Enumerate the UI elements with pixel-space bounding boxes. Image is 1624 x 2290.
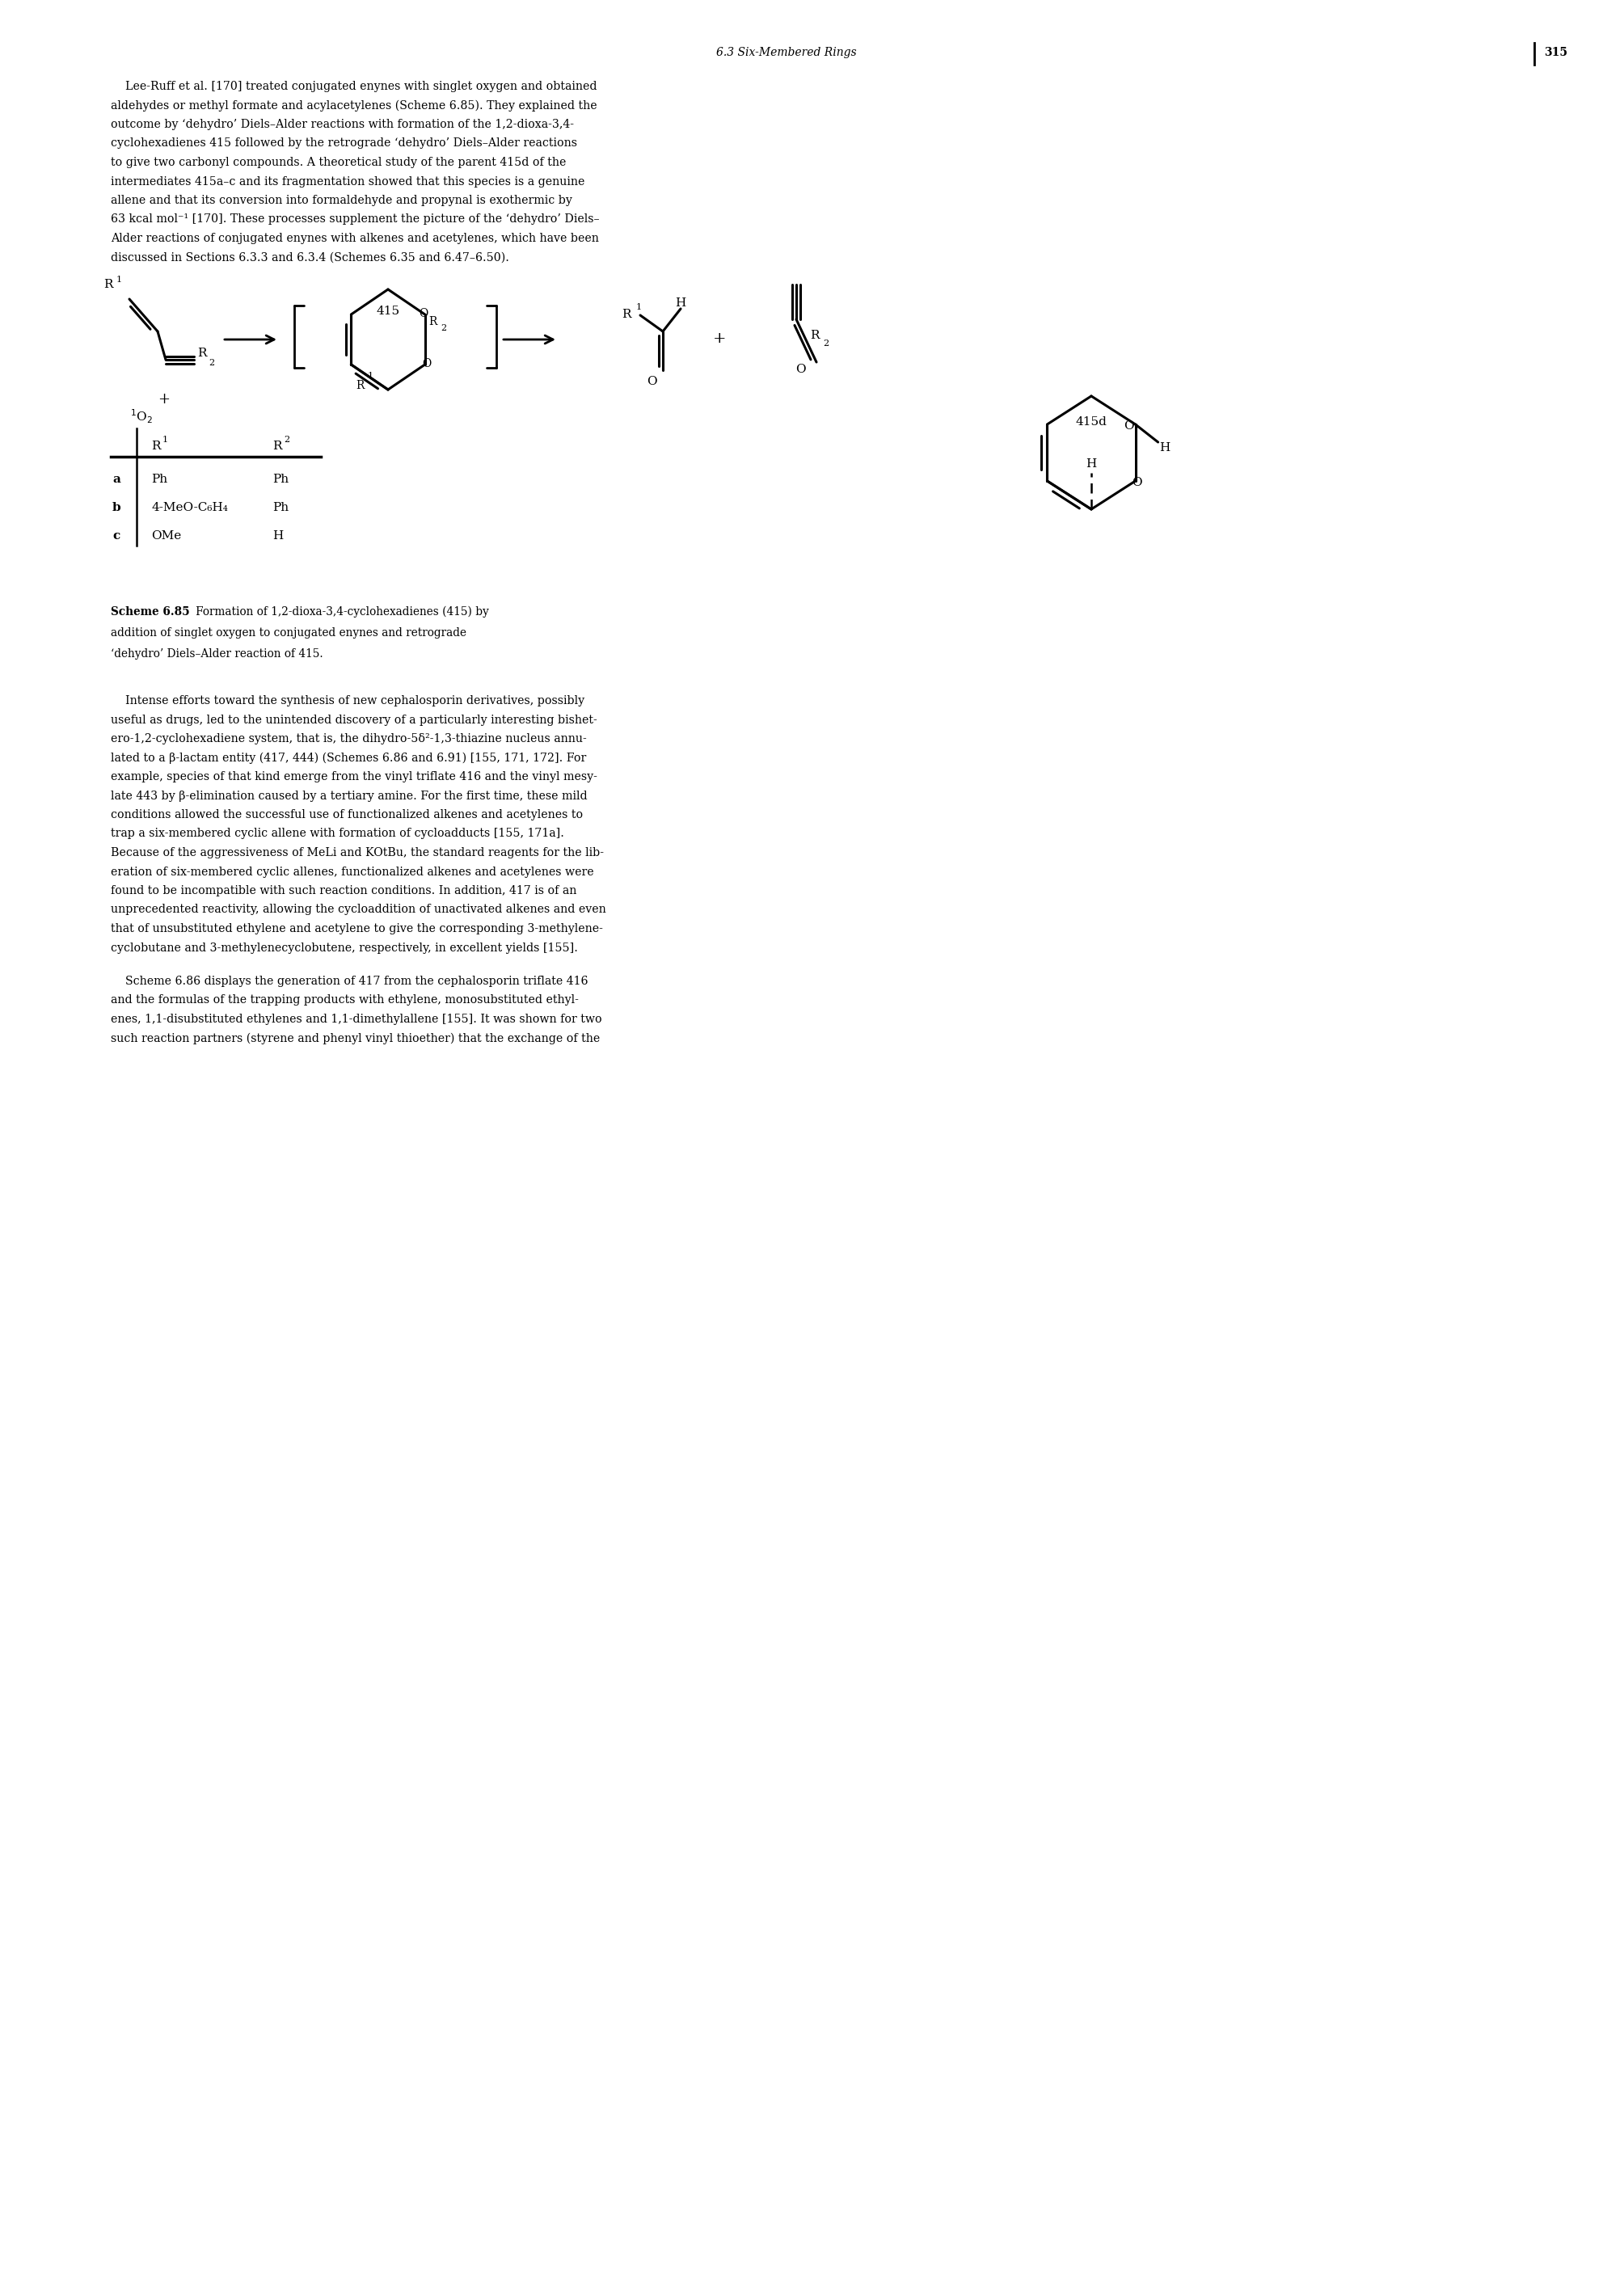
Text: O: O xyxy=(419,307,427,318)
Text: such reaction partners (styrene and phenyl vinyl thioether) that the exchange of: such reaction partners (styrene and phen… xyxy=(110,1033,599,1044)
Text: allene and that its conversion into formaldehyde and propynal is exothermic by: allene and that its conversion into form… xyxy=(110,195,572,206)
Text: Lee-Ruff et al. [170] treated conjugated enynes with singlet oxygen and obtained: Lee-Ruff et al. [170] treated conjugated… xyxy=(110,80,598,92)
Text: R: R xyxy=(104,279,112,291)
Text: R: R xyxy=(151,440,161,451)
Text: +: + xyxy=(158,392,171,408)
Text: intermediates 415a–c and its fragmentation showed that this species is a genuine: intermediates 415a–c and its fragmentati… xyxy=(110,176,585,188)
Text: Ph: Ph xyxy=(151,474,167,485)
Text: and the formulas of the trapping products with ethylene, monosubstituted ethyl-: and the formulas of the trapping product… xyxy=(110,994,578,1005)
Text: useful as drugs, led to the unintended discovery of a particularly interesting b: useful as drugs, led to the unintended d… xyxy=(110,714,598,726)
Text: aldehydes or methyl formate and acylacetylenes (Scheme 6.85). They explained the: aldehydes or methyl formate and acylacet… xyxy=(110,101,598,112)
Text: b: b xyxy=(112,502,120,513)
Text: Alder reactions of conjugated enynes with alkenes and acetylenes, which have bee: Alder reactions of conjugated enynes wit… xyxy=(110,234,599,245)
Text: 315: 315 xyxy=(1544,46,1567,57)
Text: O: O xyxy=(1132,476,1142,488)
Text: 1: 1 xyxy=(367,371,374,380)
Text: 2: 2 xyxy=(823,339,828,348)
Text: 63 kcal mol⁻¹ [170]. These processes supplement the picture of the ‘dehydro’ Die: 63 kcal mol⁻¹ [170]. These processes sup… xyxy=(110,213,599,224)
Text: Formation of 1,2-dioxa-3,4-cyclohexadienes (415) by: Formation of 1,2-dioxa-3,4-cyclohexadien… xyxy=(185,607,489,618)
Text: 2: 2 xyxy=(208,360,214,366)
Text: 2: 2 xyxy=(284,435,289,444)
Text: 1: 1 xyxy=(117,275,122,284)
Text: OMe: OMe xyxy=(151,531,182,540)
Text: late 443 by β-elimination caused by a tertiary amine. For the first time, these : late 443 by β-elimination caused by a te… xyxy=(110,790,588,801)
Text: 415: 415 xyxy=(377,305,400,316)
Text: R: R xyxy=(622,309,632,321)
Text: that of unsubstituted ethylene and acetylene to give the corresponding 3-methyle: that of unsubstituted ethylene and acety… xyxy=(110,923,603,934)
Text: 2: 2 xyxy=(442,325,447,332)
Text: eration of six-membered cyclic allenes, functionalized alkenes and acetylenes we: eration of six-membered cyclic allenes, … xyxy=(110,866,594,877)
Text: O: O xyxy=(796,364,806,376)
Text: H: H xyxy=(1086,458,1096,469)
Text: outcome by ‘dehydro’ Diels–Alder reactions with formation of the 1,2-dioxa-3,4-: outcome by ‘dehydro’ Diels–Alder reactio… xyxy=(110,119,573,131)
Text: trap a six-membered cyclic allene with formation of cycloadducts [155, 171a].: trap a six-membered cyclic allene with f… xyxy=(110,829,564,840)
Text: Ph: Ph xyxy=(273,502,289,513)
Text: enes, 1,1-disubstituted ethylenes and 1,1-dimethylallene [155]. It was shown for: enes, 1,1-disubstituted ethylenes and 1,… xyxy=(110,1014,603,1026)
Text: lated to a β-lactam entity (417, 444) (Schemes 6.86 and 6.91) [155, 171, 172]. F: lated to a β-lactam entity (417, 444) (S… xyxy=(110,751,586,765)
Text: Scheme 6.85: Scheme 6.85 xyxy=(110,607,190,618)
Text: a: a xyxy=(112,474,120,485)
Text: O: O xyxy=(1124,421,1134,431)
Text: addition of singlet oxygen to conjugated enynes and retrograde: addition of singlet oxygen to conjugated… xyxy=(110,627,466,639)
Text: 6.3 Six-Membered Rings: 6.3 Six-Membered Rings xyxy=(716,46,857,57)
Text: O: O xyxy=(646,376,656,387)
Text: R: R xyxy=(197,348,206,360)
Text: to give two carbonyl compounds. A theoretical study of the parent 415d of the: to give two carbonyl compounds. A theore… xyxy=(110,156,567,167)
Text: ero-1,2-cyclohexadiene system, that is, the dihydro-5δ²-1,3-thiazine nucleus ann: ero-1,2-cyclohexadiene system, that is, … xyxy=(110,733,586,744)
Text: O: O xyxy=(422,357,430,369)
Text: Intense efforts toward the synthesis of new cephalosporin derivatives, possibly: Intense efforts toward the synthesis of … xyxy=(110,696,585,708)
Text: $^1$O$_2$: $^1$O$_2$ xyxy=(130,408,153,426)
Text: R: R xyxy=(429,316,437,327)
Text: found to be incompatible with such reaction conditions. In addition, 417 is of a: found to be incompatible with such react… xyxy=(110,886,577,895)
Text: ‘dehydro’ Diels–Alder reaction of 415.: ‘dehydro’ Diels–Alder reaction of 415. xyxy=(110,648,323,660)
Text: example, species of that kind emerge from the vinyl triflate 416 and the vinyl m: example, species of that kind emerge fro… xyxy=(110,772,598,783)
Text: H: H xyxy=(273,531,283,540)
Text: +: + xyxy=(713,332,726,346)
Text: conditions allowed the successful use of functionalized alkenes and acetylenes t: conditions allowed the successful use of… xyxy=(110,808,583,820)
Text: discussed in Sections 6.3.3 and 6.3.4 (Schemes 6.35 and 6.47–6.50).: discussed in Sections 6.3.3 and 6.3.4 (S… xyxy=(110,252,510,263)
Text: H: H xyxy=(676,298,685,309)
Text: Ph: Ph xyxy=(273,474,289,485)
Text: 415d: 415d xyxy=(1075,417,1108,428)
Text: unprecedented reactivity, allowing the cycloaddition of unactivated alkenes and : unprecedented reactivity, allowing the c… xyxy=(110,905,606,916)
Text: R: R xyxy=(810,330,818,341)
Text: cyclobutane and 3-methylenecyclobutene, respectively, in excellent yields [155].: cyclobutane and 3-methylenecyclobutene, … xyxy=(110,941,578,953)
Text: H: H xyxy=(1160,442,1171,453)
Text: Because of the aggressiveness of MeLi and KOtBu, the standard reagents for the l: Because of the aggressiveness of MeLi an… xyxy=(110,847,604,859)
Text: 1: 1 xyxy=(635,302,641,311)
Text: 1: 1 xyxy=(162,435,169,444)
Text: R: R xyxy=(273,440,281,451)
Text: 4-MeO-C₆H₄: 4-MeO-C₆H₄ xyxy=(151,502,227,513)
Text: c: c xyxy=(112,531,120,540)
Text: cyclohexadienes 415 followed by the retrograde ‘dehydro’ Diels–Alder reactions: cyclohexadienes 415 followed by the retr… xyxy=(110,137,577,149)
Text: R: R xyxy=(356,380,364,392)
Text: Scheme 6.86 displays the generation of 417 from the cephalosporin triflate 416: Scheme 6.86 displays the generation of 4… xyxy=(110,976,588,987)
